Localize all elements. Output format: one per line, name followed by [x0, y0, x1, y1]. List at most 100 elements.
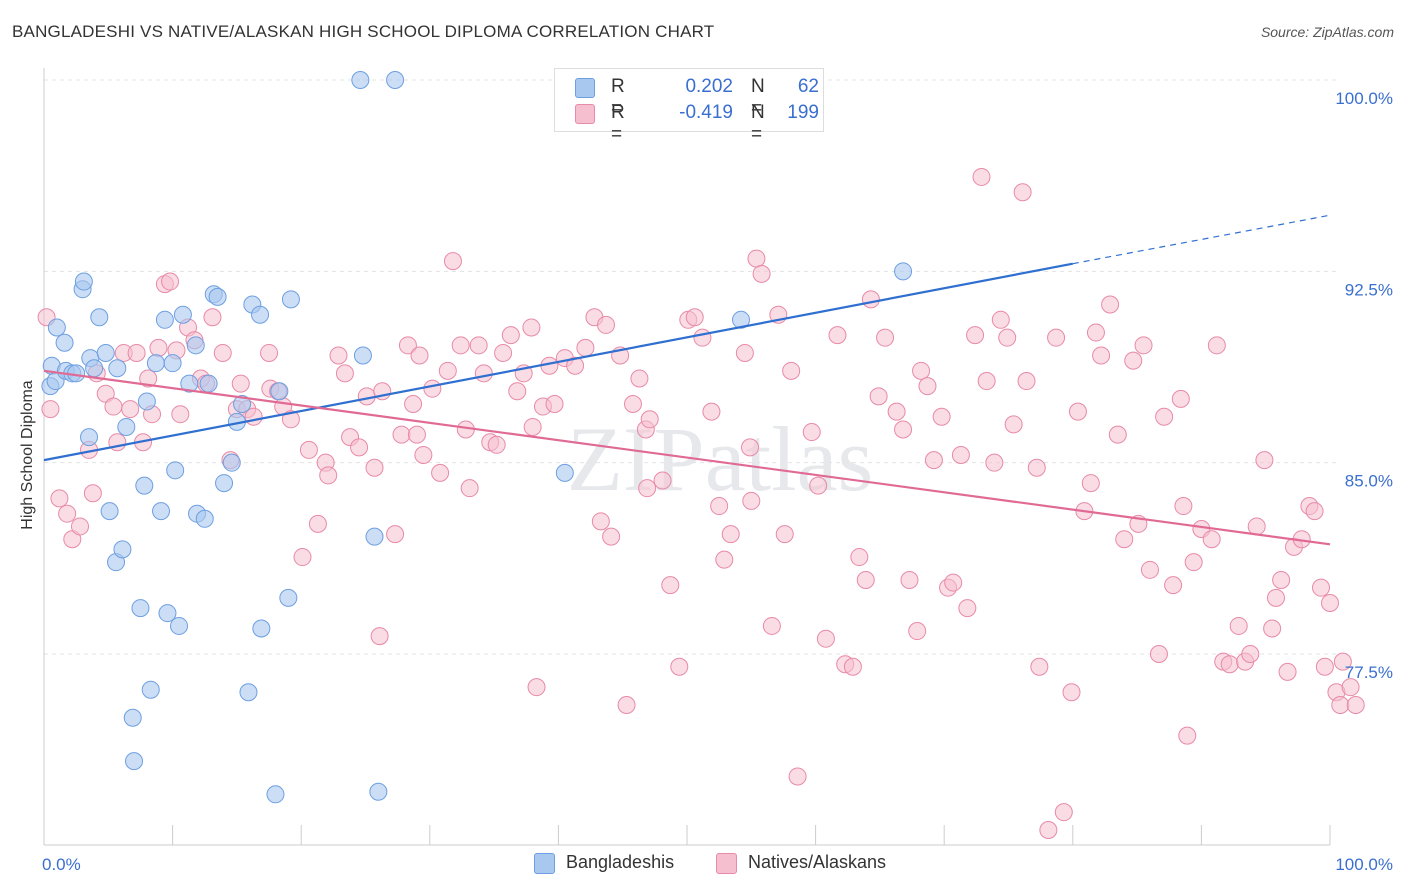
data-point-natives: [640, 410, 659, 429]
data-point-natives: [299, 440, 318, 459]
data-point-natives: [735, 343, 754, 362]
bangladeshi-points: [41, 71, 913, 804]
data-point-bangladeshi: [152, 502, 171, 521]
data-point-natives: [566, 356, 585, 375]
data-point-bangladeshi: [555, 463, 574, 482]
data-point-bangladeshi: [180, 374, 199, 393]
data-point-bangladeshi: [386, 71, 405, 89]
n-label: N =: [751, 102, 765, 145]
data-point-natives: [1220, 655, 1239, 674]
data-point-natives: [1229, 616, 1248, 635]
r-label: R =: [611, 76, 625, 119]
data-point-natives: [966, 326, 985, 345]
data-point-natives: [431, 463, 450, 482]
data-point-natives: [1311, 578, 1330, 597]
data-point-natives: [702, 402, 721, 421]
data-point-natives: [522, 318, 541, 337]
data-point-natives: [1054, 803, 1073, 822]
y-tick-label: 92.5%: [1345, 280, 1393, 299]
data-point-natives: [1134, 336, 1153, 355]
r-value: 0.202: [685, 76, 733, 97]
data-point-natives: [443, 252, 462, 271]
data-point-natives: [861, 290, 880, 309]
data-point-natives: [474, 364, 493, 383]
data-point-natives: [1013, 183, 1032, 202]
grid-lines: [44, 79, 1340, 655]
data-point-natives: [869, 387, 888, 406]
data-point-bangladeshi: [281, 290, 300, 309]
data-point-bangladeshi: [141, 680, 160, 699]
data-point-natives: [1155, 407, 1174, 426]
data-point-natives: [451, 336, 470, 355]
data-point-natives: [50, 489, 69, 508]
data-point-natives: [1171, 389, 1190, 408]
data-point-bangladeshi: [215, 474, 234, 493]
data-point-natives: [231, 374, 250, 393]
data-point-natives: [788, 767, 807, 786]
data-point-natives: [932, 407, 951, 426]
data-point-natives: [1266, 588, 1285, 607]
data-point-bangladeshi: [353, 346, 372, 365]
data-point-bangladeshi: [74, 272, 93, 291]
data-point-natives: [104, 397, 123, 416]
data-point-bangladeshi: [365, 527, 384, 546]
data-point-natives: [693, 328, 712, 347]
data-point-natives: [998, 328, 1017, 347]
data-point-natives: [308, 514, 327, 533]
n-value: 62: [797, 76, 819, 97]
data-point-bangladeshi: [163, 354, 182, 373]
data-point-natives: [1174, 497, 1193, 516]
data-point-natives: [602, 527, 621, 546]
data-point-natives: [501, 326, 520, 345]
data-point-natives: [741, 438, 760, 457]
data-point-bangladeshi: [195, 509, 214, 528]
data-point-natives: [329, 346, 348, 365]
legend-label: Bangladeshis: [566, 852, 675, 872]
r-label: R =: [611, 102, 625, 145]
data-point-natives: [438, 361, 457, 380]
data-point-natives: [908, 622, 927, 641]
data-point-natives: [958, 599, 977, 618]
x-tick-label: 100.0%: [1335, 855, 1393, 874]
data-point-natives: [1027, 458, 1046, 477]
data-point-natives: [617, 696, 636, 715]
data-point-bangladeshi: [113, 540, 132, 559]
data-point-natives: [972, 167, 991, 186]
natives-points: [37, 167, 1365, 840]
data-point-natives: [365, 458, 384, 477]
data-point-natives: [856, 571, 875, 590]
trend-line-natives: [43, 369, 1331, 546]
data-point-natives: [1062, 683, 1081, 702]
data-point-bangladeshi: [166, 461, 185, 480]
data-point-natives: [392, 425, 411, 444]
data-point-natives: [213, 343, 232, 362]
data-point-bangladeshi: [170, 616, 189, 635]
data-point-natives: [127, 343, 146, 362]
data-point-bangladeshi: [146, 354, 165, 373]
data-point-natives: [386, 525, 405, 544]
x-tick-label: 0.0%: [42, 855, 81, 874]
n-label: N =: [751, 76, 765, 119]
data-point-natives: [398, 336, 417, 355]
data-point-bangladeshi: [239, 683, 258, 702]
data-point-natives: [407, 425, 426, 444]
data-point-natives: [721, 525, 740, 544]
data-point-natives: [918, 377, 937, 396]
data-point-natives: [630, 369, 649, 388]
axes: [43, 68, 1331, 846]
data-point-natives: [1178, 726, 1197, 745]
data-point-natives: [1305, 502, 1324, 521]
tick-labels: 77.5% 85.0% 92.5% 100.0% 0.0% 100.0%: [42, 89, 1393, 874]
data-point-natives: [414, 446, 433, 465]
data-point-bangladeshi: [123, 708, 142, 727]
trend-line-bangladeshi: [43, 262, 1074, 462]
data-point-bangladeshi: [108, 359, 127, 378]
data-point-natives: [523, 417, 542, 436]
data-point-natives: [1115, 530, 1134, 549]
data-point-natives: [335, 364, 354, 383]
legend-swatch-blue: [575, 78, 595, 98]
data-point-natives: [1030, 657, 1049, 676]
r-value: -0.419: [679, 102, 733, 123]
data-point-natives: [977, 372, 996, 391]
data-point-bangladeshi: [55, 333, 74, 352]
